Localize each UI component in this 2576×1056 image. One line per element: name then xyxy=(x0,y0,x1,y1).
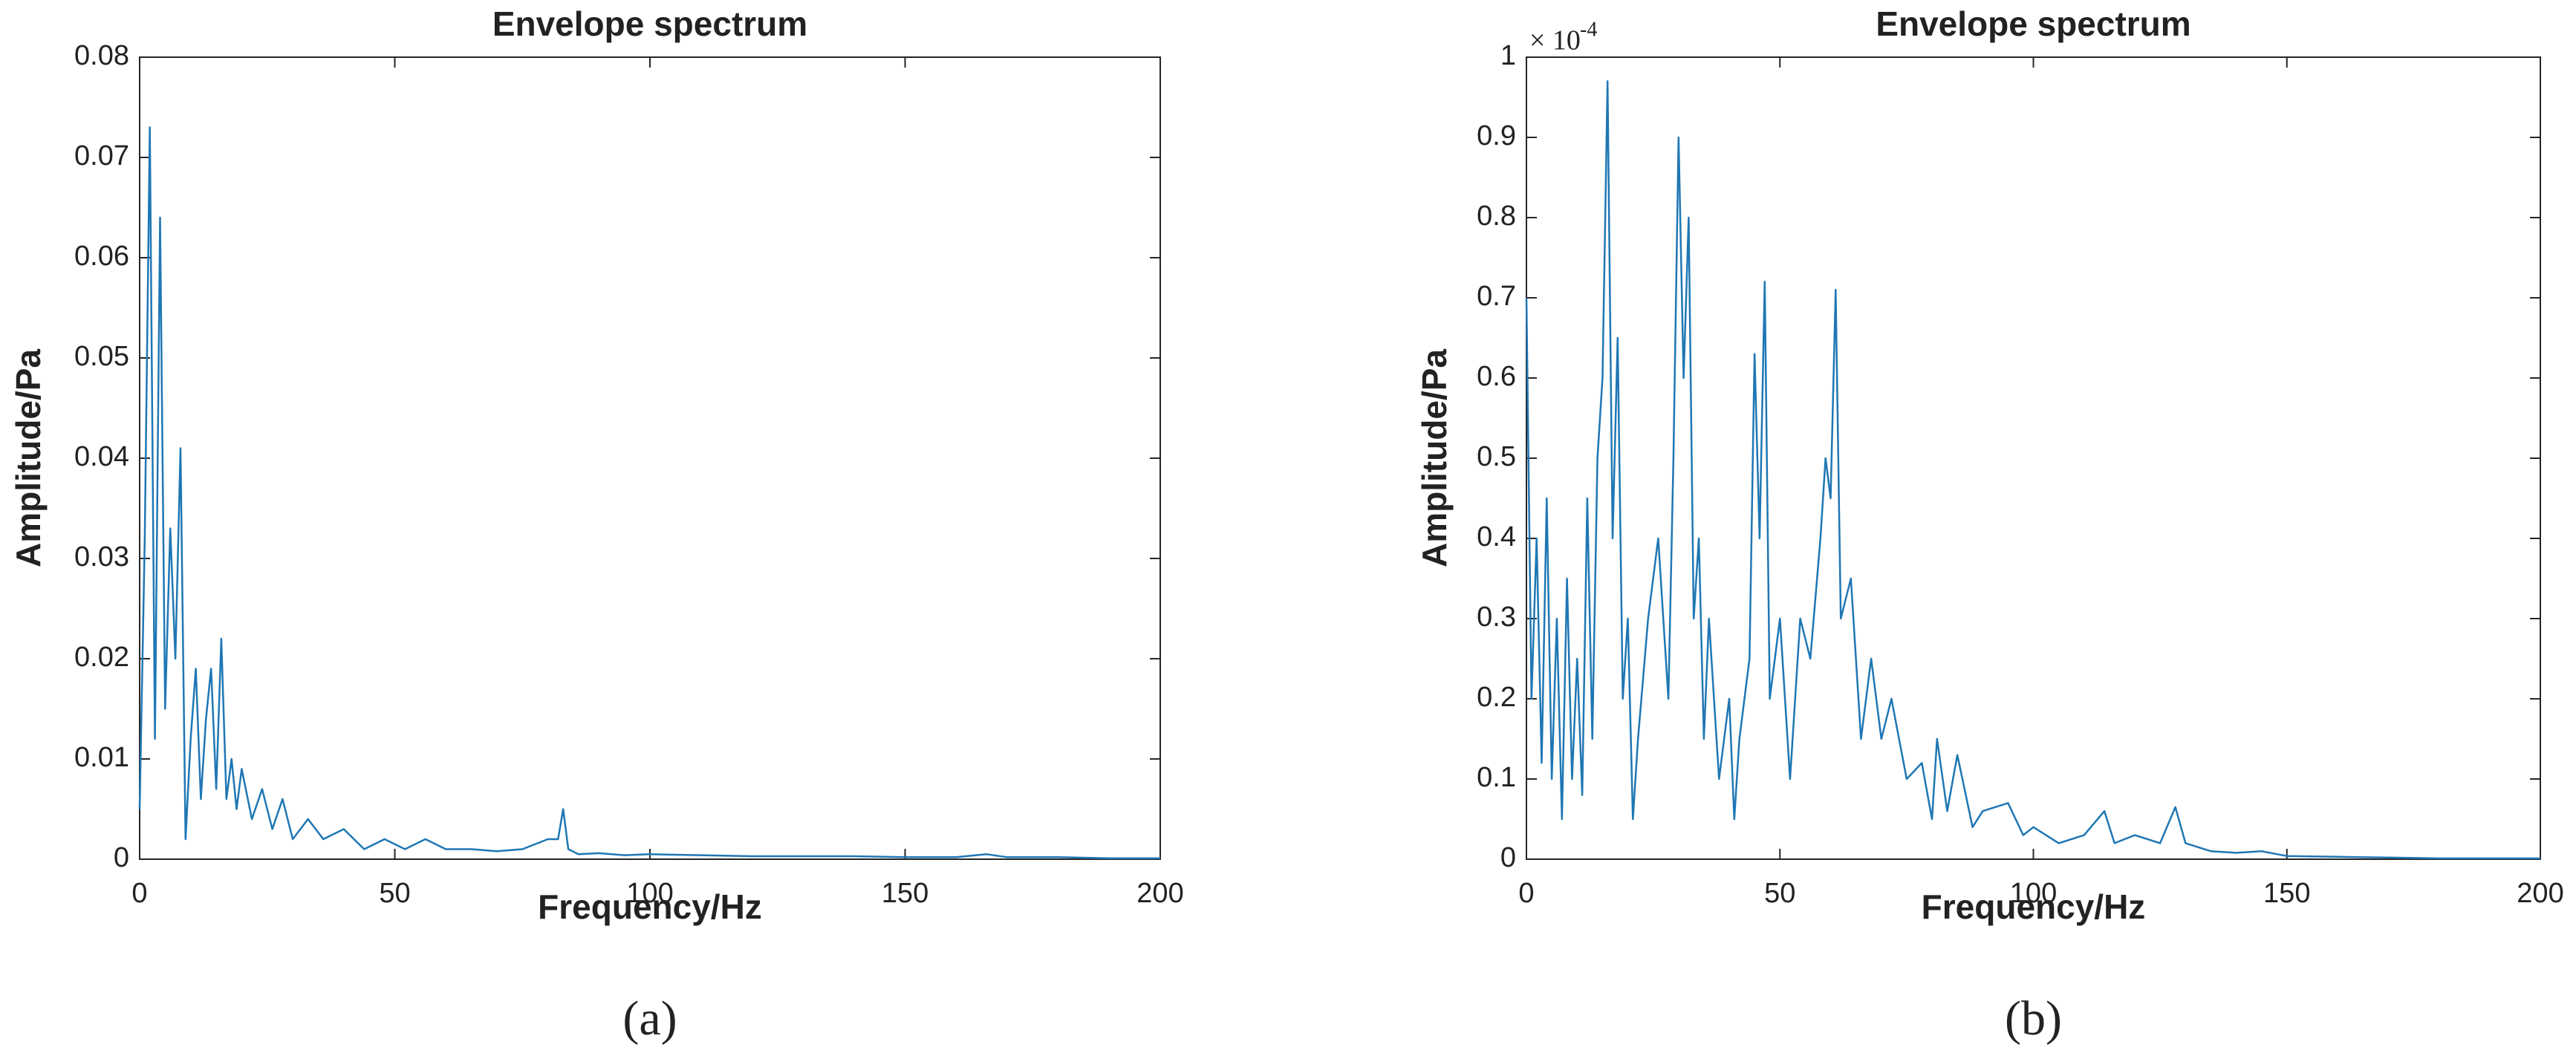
y-tick-label: 1 xyxy=(1500,40,1516,71)
y-tick-label: 0.06 xyxy=(74,241,129,272)
y-tick-label: 0.05 xyxy=(74,341,129,372)
caption: (b) xyxy=(2005,991,2062,1046)
x-tick-label: 150 xyxy=(882,878,928,909)
y-tick-label: 0 xyxy=(1500,842,1516,873)
y-tick-label: 0.8 xyxy=(1477,201,1516,232)
chart-panel: 0 50 100 150 200 0 0.1 0.2 0.3 0.4 0.5 0.6 0.7 0.8 0.9… xyxy=(1415,4,2564,1046)
spectrum-line xyxy=(138,126,1160,859)
x-tick-label: 200 xyxy=(1136,878,1183,909)
x-tick-label: 200 xyxy=(2517,878,2563,909)
y-tick-label: 0.02 xyxy=(74,642,129,673)
y-tick-label: 0 xyxy=(114,842,129,873)
caption: (a) xyxy=(622,991,677,1046)
y-tick-label: 0.6 xyxy=(1477,361,1516,392)
y-tick-label: 0.2 xyxy=(1477,682,1516,713)
chart-title: Envelope spectrum xyxy=(492,4,807,43)
x-tick-label: 0 xyxy=(131,878,147,909)
y-tick-label: 0.07 xyxy=(74,140,129,172)
y-tick-label: 0.4 xyxy=(1477,521,1516,553)
x-axis-label: Frequency/Hz xyxy=(1922,887,2146,926)
y-tick-label: 0.5 xyxy=(1477,441,1516,472)
x-tick-label: 100 xyxy=(626,878,673,909)
x-tick-label: 50 xyxy=(1764,878,1795,909)
y-tick-label: 0.03 xyxy=(74,541,129,573)
x-tick-label: 150 xyxy=(2263,878,2310,909)
spectrum-line xyxy=(1525,80,2540,860)
chart-panel: 0 50 100 150 200 0 0.01 0.02 0.03 0.04 0.05 0.06 0.0… xyxy=(9,4,1184,1046)
y-tick-label: 0.9 xyxy=(1477,120,1516,151)
y-axis-label: Amplitude/Pa xyxy=(1415,349,1454,567)
x-tick-label: 50 xyxy=(379,878,410,909)
plot-area xyxy=(139,56,1161,860)
y-tick-label: 0.7 xyxy=(1477,281,1516,312)
y-tick-label: 0.3 xyxy=(1477,602,1516,633)
plot-area xyxy=(1526,56,2541,860)
y-tick-label: 0.04 xyxy=(74,441,129,472)
x-axis-label: Frequency/Hz xyxy=(538,887,762,926)
x-tick-label: 0 xyxy=(1518,878,1534,909)
y-axis-label: Amplitude/Pa xyxy=(9,349,48,567)
y-tick-label: 0.08 xyxy=(74,40,129,71)
y-multiplier: × 10 xyxy=(1529,25,1581,56)
y-tick-label: 0.01 xyxy=(74,742,129,773)
chart-title: Envelope spectrum xyxy=(1876,4,2190,43)
y-tick-label: 0.1 xyxy=(1477,762,1516,793)
x-tick-label: 100 xyxy=(2010,878,2057,909)
y-multiplier-exponent: -4 xyxy=(1580,18,1597,41)
